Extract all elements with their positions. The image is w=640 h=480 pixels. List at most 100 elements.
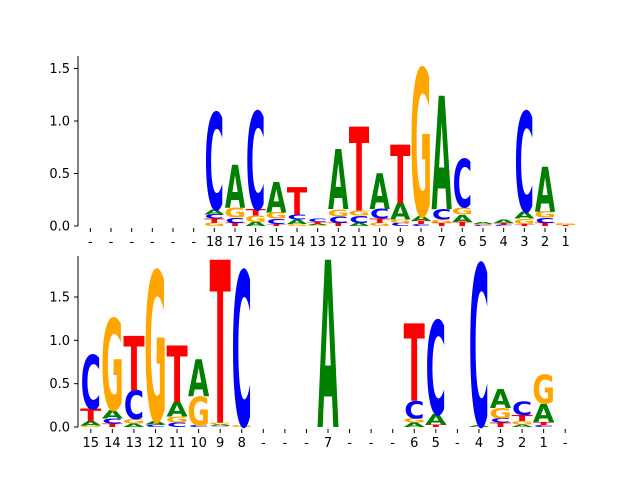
logo-letter-T: T: [349, 103, 369, 237]
logo-letter-T: T: [370, 218, 391, 225]
x-tick-label: 11: [351, 235, 368, 250]
logo-letter-A: A: [102, 407, 124, 421]
x-tick-label: 12: [147, 436, 164, 451]
logo-letter-A: A: [188, 349, 209, 409]
logo-letter-C: C: [494, 225, 513, 227]
logo-letter-T: T: [287, 180, 307, 223]
logo-letter-T: T: [535, 222, 556, 227]
x-tick-label: 5: [432, 436, 440, 451]
y-tick-label: 1.0: [49, 115, 70, 130]
logo-letter-A: A: [307, 224, 328, 226]
logo-letter-C: C: [225, 216, 244, 225]
x-tick-label: 4: [500, 235, 508, 250]
y-tick-label: 1.5: [49, 291, 70, 306]
logo-letter-C: C: [102, 417, 122, 426]
logo-letter-A: A: [411, 214, 431, 223]
x-tick-label: 3: [496, 436, 504, 451]
logo-letter-A: A: [210, 424, 231, 427]
logo-letter-C: C: [349, 214, 368, 226]
logo-letter-C: C: [473, 225, 492, 227]
logo-letter-C: C: [534, 425, 554, 428]
logo-letter-C: C: [515, 86, 534, 244]
x-tick-label: -: [129, 235, 134, 250]
logo-letter-G: G: [369, 222, 391, 227]
logo-letter-G: G: [144, 230, 167, 470]
x-tick-label: 14: [289, 235, 306, 250]
x-tick-label: 12: [330, 235, 347, 250]
logo-letter-A: A: [431, 66, 451, 247]
x-tick-label: 10: [371, 235, 388, 250]
logo-letter-C: C: [267, 217, 286, 226]
x-tick-label: -: [171, 235, 176, 250]
logo-letter-A: A: [369, 166, 390, 222]
x-tick-label: -: [109, 235, 114, 250]
logo-letter-C: C: [391, 222, 410, 227]
logo-letter-G: G: [410, 29, 432, 263]
logo-letter-C: C: [81, 341, 101, 427]
logo-letter-T: T: [225, 222, 246, 227]
x-tick-label: 10: [190, 436, 207, 451]
x-tick-label: 8: [238, 436, 246, 451]
logo-letter-C: C: [490, 417, 510, 424]
logo-letter-A: A: [473, 221, 494, 224]
logo-letter-G: G: [166, 415, 189, 425]
logo-letter-A: A: [490, 385, 511, 415]
logo-letter-G: G: [328, 207, 350, 219]
x-tick-label: 16: [247, 235, 264, 250]
logo-letter-C: C: [232, 229, 252, 476]
logo-letter-C: C: [124, 383, 144, 428]
logo-letter-G: G: [101, 295, 124, 440]
x-tick-label: 15: [83, 436, 100, 451]
logo-letter-C: C: [205, 86, 224, 241]
y-tick-label: 0.5: [49, 167, 70, 182]
logo-letter-T: T: [123, 321, 144, 409]
x-tick-label: 3: [520, 235, 528, 250]
logo-letter-G: G: [555, 222, 577, 225]
logo-letter-T: T: [102, 423, 124, 429]
logo-letter-C: C: [205, 214, 224, 221]
logo-letter-A: A: [287, 219, 308, 226]
logo-letter-T: T: [490, 422, 512, 429]
x-tick-label: 13: [309, 235, 326, 250]
logo-letter-A: A: [452, 213, 473, 225]
x-tick-label: 1: [562, 235, 570, 250]
logo-letter-G: G: [431, 219, 453, 224]
logo-letter-T: T: [425, 424, 446, 428]
logo-letter-A: A: [535, 155, 555, 227]
logo-letter-G: G: [245, 214, 267, 224]
x-tick-label: -: [150, 235, 155, 250]
logo-letter-G: G: [403, 417, 426, 424]
x-tick-label: -: [563, 436, 568, 451]
x-tick-label: 2: [518, 436, 526, 451]
x-tick-label: 6: [410, 436, 418, 451]
x-tick-label: -: [347, 436, 352, 451]
logo-letter-C: C: [287, 213, 306, 222]
logo-letter-T: T: [266, 223, 287, 226]
logo-letter-G: G: [348, 209, 370, 218]
logo-letter-G: G: [514, 217, 536, 226]
logo-letter-A: A: [245, 221, 266, 228]
y-tick-label: 1.0: [49, 334, 70, 349]
x-tick-label: 8: [417, 235, 425, 250]
logo-letter-A: A: [166, 398, 188, 421]
y-tick-label: 0.5: [49, 377, 70, 392]
logo-letter-C: C: [404, 397, 424, 425]
x-tick-label: 1: [540, 436, 548, 451]
logo-letter-A: A: [266, 175, 286, 223]
y-tick-label: 0.0: [49, 421, 70, 436]
logo-letter-T: T: [452, 221, 473, 228]
logo-letter-A: A: [533, 400, 555, 429]
logo-letter-T: T: [246, 208, 266, 218]
logo-letter-T: T: [432, 222, 453, 227]
x-tick-label: 11: [169, 436, 186, 451]
logo-letter-T: T: [404, 305, 425, 427]
logo-letter-C: C: [535, 216, 554, 225]
logo-letter-T: T: [556, 225, 577, 227]
logo-letter-T: T: [166, 330, 187, 421]
logo-letter-C: C: [189, 425, 209, 428]
logo-letter-T: T: [204, 218, 225, 225]
logo-letter-A: A: [514, 210, 535, 222]
logo-letter-A: A: [145, 420, 167, 426]
